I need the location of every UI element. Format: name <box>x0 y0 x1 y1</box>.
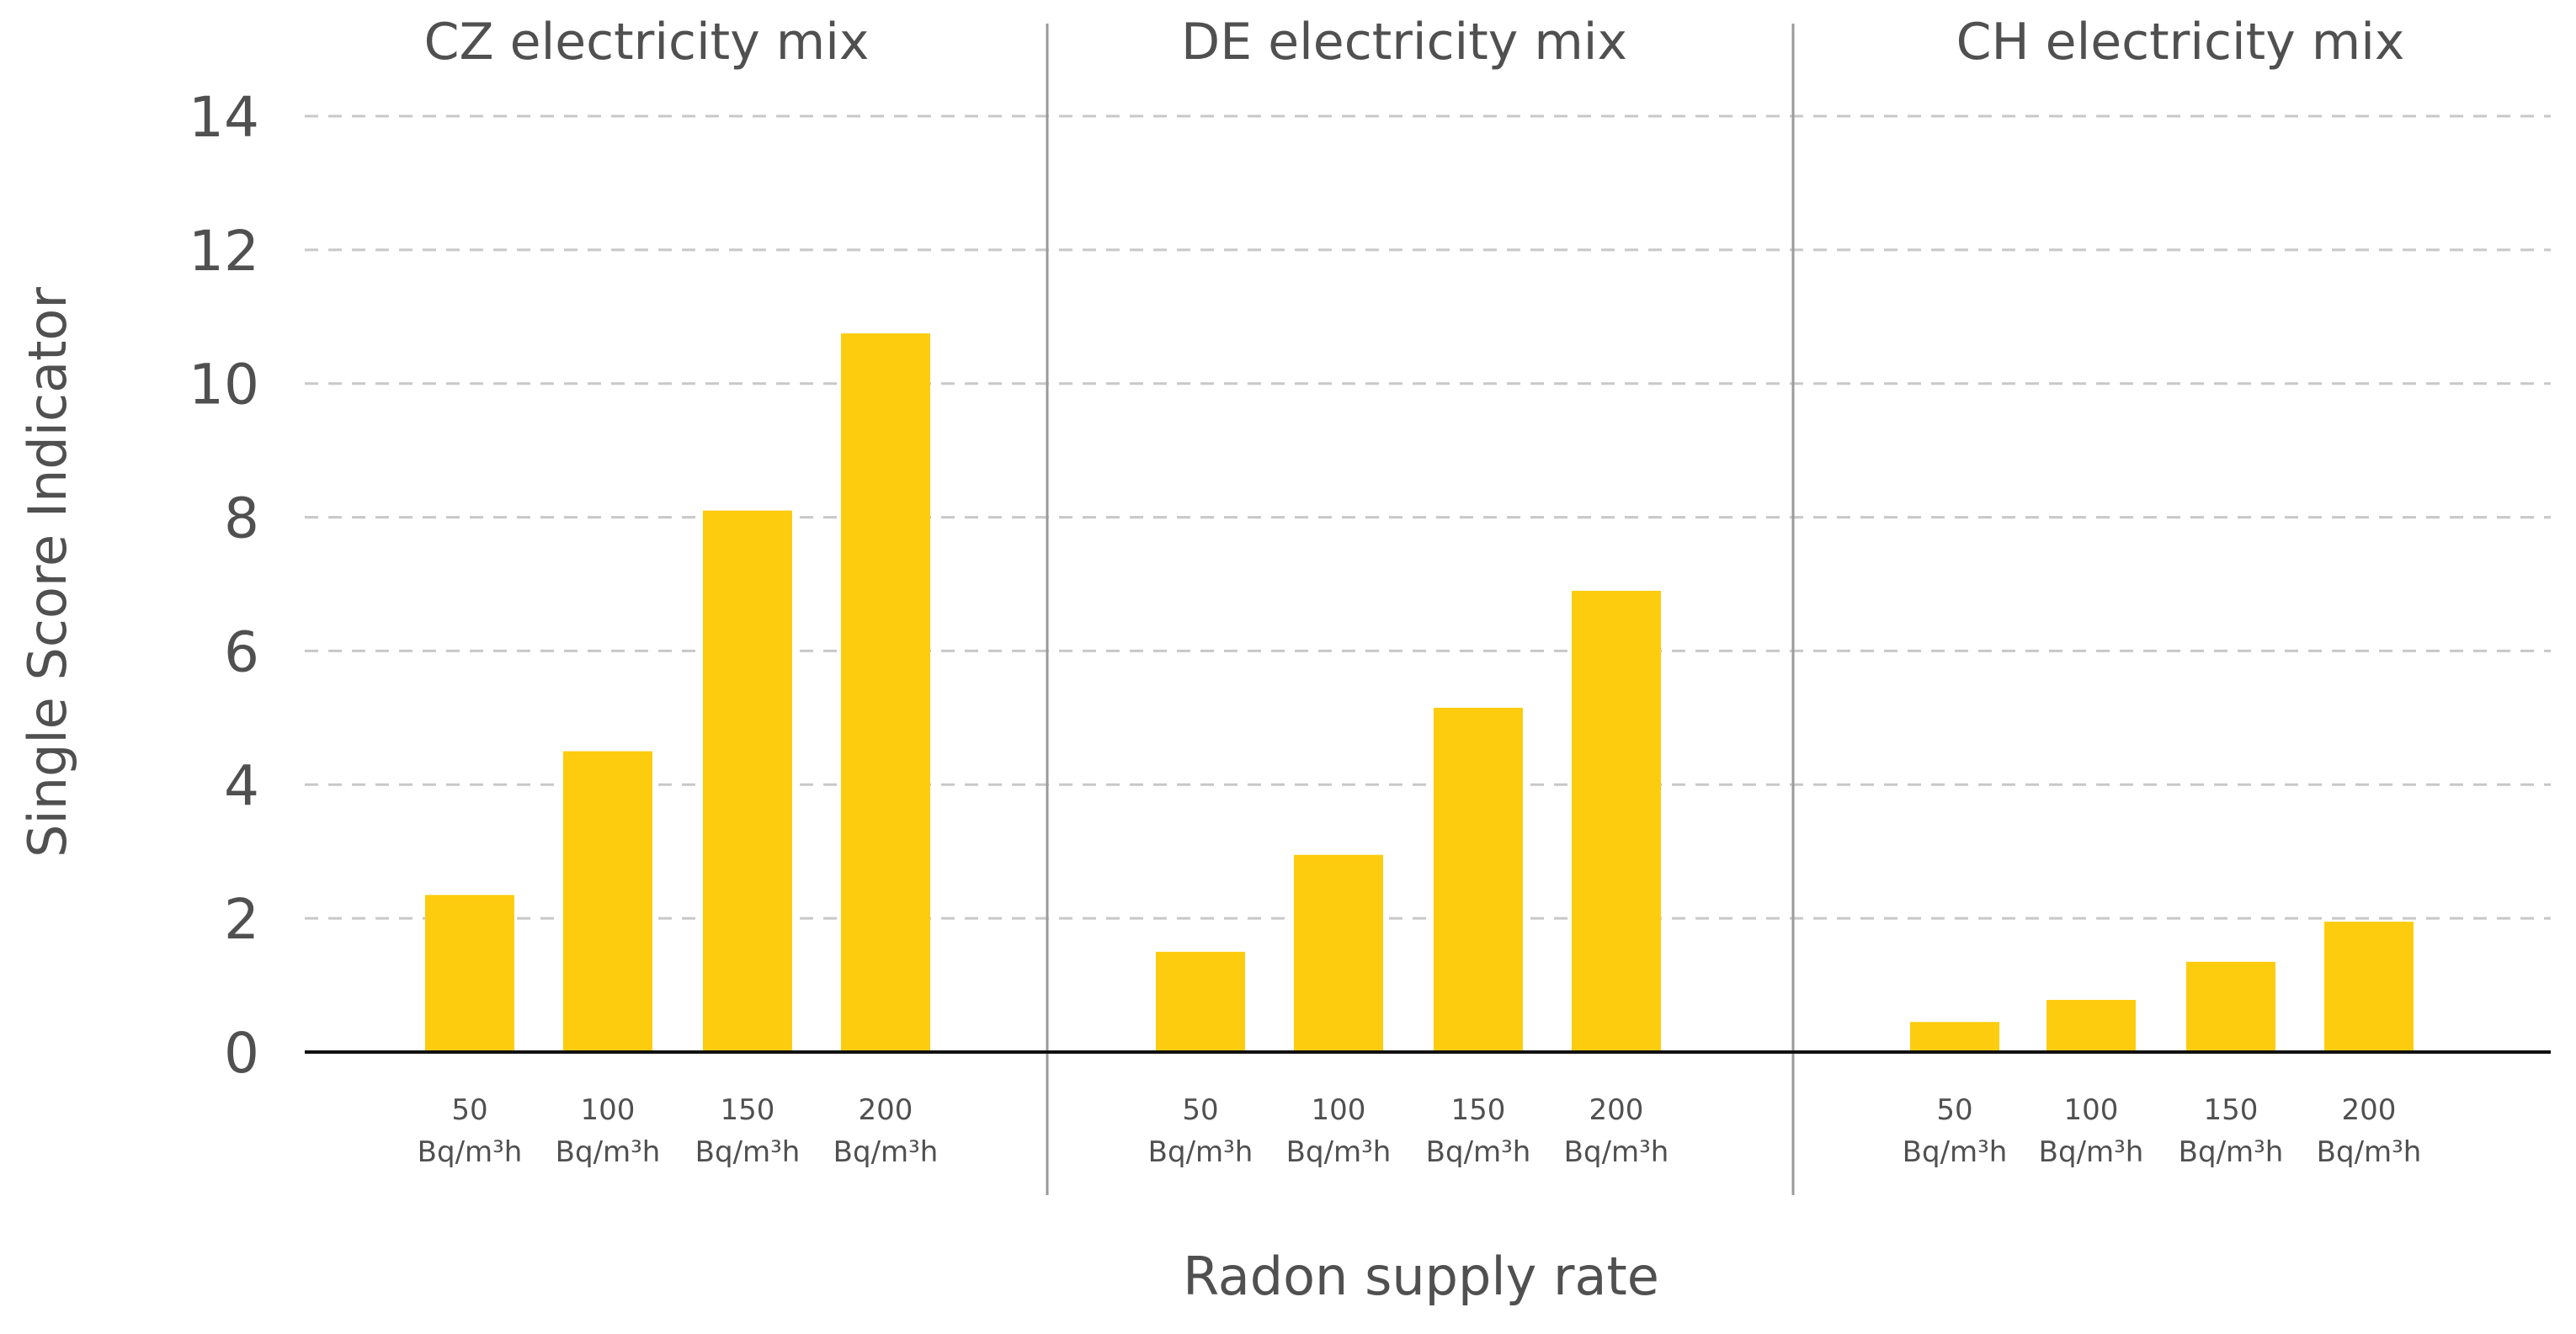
y-tick-label: 0 <box>224 1021 259 1086</box>
x-tick-unit: Bq/m³h <box>2179 1135 2284 1169</box>
y-tick-label: 2 <box>224 887 259 952</box>
x-tick-value: 150 <box>1451 1093 1506 1127</box>
bar <box>2046 1000 2136 1052</box>
bar <box>1294 854 1383 1052</box>
bar <box>1434 707 1523 1052</box>
bar <box>1572 590 1661 1052</box>
x-axis-title: Radon supply rate <box>1183 1246 1659 1307</box>
x-tick-value: 50 <box>451 1093 487 1127</box>
bar <box>425 895 514 1052</box>
panel-title: CZ electricity mix <box>424 13 870 72</box>
x-tick-value: 100 <box>1312 1093 1366 1127</box>
bar <box>1910 1022 1999 1052</box>
bar <box>703 510 792 1052</box>
x-tick-unit: Bq/m³h <box>2317 1135 2422 1169</box>
x-tick-value: 200 <box>1589 1093 1644 1127</box>
x-tick-value: 200 <box>2342 1093 2397 1127</box>
panel-title: DE electricity mix <box>1181 13 1627 72</box>
bar <box>1156 951 1245 1052</box>
bar <box>841 333 930 1053</box>
x-tick-value: 50 <box>1182 1093 1218 1127</box>
x-tick-unit: Bq/m³h <box>418 1135 523 1169</box>
bar <box>2324 922 2414 1052</box>
x-tick-unit: Bq/m³h <box>1286 1135 1392 1169</box>
x-tick-unit: Bq/m³h <box>1564 1135 1669 1169</box>
x-tick-unit: Bq/m³h <box>2039 1135 2144 1169</box>
divider-layer <box>1046 24 1795 1195</box>
x-tick-unit: Bq/m³h <box>833 1135 939 1169</box>
x-tick-unit: Bq/m³h <box>695 1135 801 1169</box>
grid-layer <box>305 114 2551 920</box>
x-tick-value: 150 <box>721 1093 775 1127</box>
x-tick-value: 100 <box>2064 1093 2119 1127</box>
x-tick-value: 200 <box>859 1093 913 1127</box>
x-tick-value: 50 <box>1936 1093 1972 1127</box>
y-tick-label: 4 <box>224 753 259 818</box>
x-tick-unit: Bq/m³h <box>1148 1135 1253 1169</box>
y-tick-label: 6 <box>224 619 259 684</box>
y-tick-label: 10 <box>189 353 259 417</box>
x-tick-value: 150 <box>2204 1093 2259 1127</box>
text-layer: 0 2 4 6 8 10 12 14 CZ electricity mix 50 Bq/m³h 100… <box>189 13 2421 1169</box>
bar <box>2186 961 2275 1052</box>
y-tick-label: 14 <box>189 85 259 150</box>
x-tick-unit: Bq/m³h <box>1426 1135 1531 1169</box>
y-axis-title: Single Score Indicator <box>17 287 78 858</box>
bar <box>563 751 652 1052</box>
panel-title: CH electricity mix <box>1956 13 2405 72</box>
x-tick-value: 100 <box>581 1093 636 1127</box>
x-tick-unit: Bq/m³h <box>556 1135 661 1169</box>
y-tick-label: 12 <box>189 219 259 284</box>
y-tick-label: 8 <box>224 486 259 551</box>
x-tick-unit: Bq/m³h <box>1903 1135 2008 1169</box>
bar-layer <box>305 333 2551 1054</box>
